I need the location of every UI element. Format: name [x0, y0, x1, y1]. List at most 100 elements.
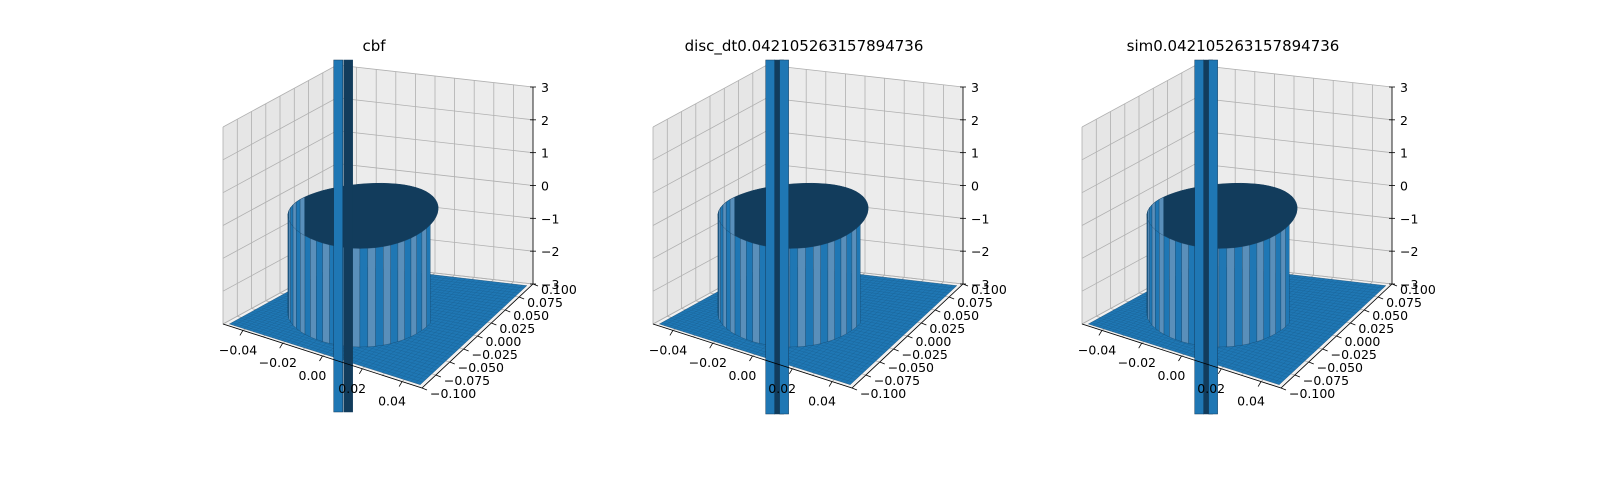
x-tick-label: 0.04	[1237, 394, 1265, 409]
y-tick-label: −0.050	[1317, 360, 1363, 375]
surface-wall-strip	[851, 228, 857, 331]
z-tick-label: 2	[971, 113, 979, 128]
surface-wall-strip	[718, 220, 721, 323]
z-tick-label: 1	[971, 146, 979, 161]
surface-spike	[343, 59, 353, 413]
y-tick-label: 0.100	[541, 282, 577, 297]
surface-wall-strip	[740, 238, 747, 340]
y-tick-label: 0.075	[1386, 295, 1422, 310]
surface-wall-strip	[1226, 247, 1235, 347]
y-tick-mark	[1294, 374, 1301, 378]
surface-wall-strip	[720, 223, 724, 326]
y-tick-mark	[879, 361, 885, 365]
surface-wall-strip	[404, 237, 412, 340]
surface-wall-strip	[416, 231, 423, 334]
surface-wall-strip	[397, 240, 405, 342]
z-tick-label: −2	[541, 244, 559, 259]
y-tick-label: 0.000	[486, 334, 522, 349]
x-tick-label: 0.02	[1197, 381, 1225, 396]
y-tick-mark	[1364, 309, 1370, 313]
mesh-line	[1240, 281, 1349, 373]
surface-wall-strip	[359, 248, 368, 348]
y-tick-mark	[435, 374, 442, 378]
surface-wall-strip	[1249, 242, 1258, 344]
mesh-line	[845, 284, 953, 384]
y-tick-label: 0.050	[513, 308, 549, 323]
surface-wall-strip	[304, 235, 311, 338]
surface-walls	[717, 196, 861, 348]
surface-wall-strip	[290, 223, 294, 326]
y-tick-mark	[865, 374, 872, 378]
surface-wall-strip	[834, 237, 842, 340]
mesh-line	[231, 322, 423, 383]
z-tick-label: 2	[1400, 113, 1408, 128]
mesh-line	[234, 320, 426, 380]
surface-wall-strip	[1155, 229, 1160, 332]
y-tick-mark	[893, 348, 899, 352]
surface-wall-strip	[840, 234, 847, 337]
surface-wall-strip	[310, 238, 317, 340]
surface-wall-strip	[797, 247, 806, 347]
x-tick-mark	[1098, 330, 1103, 336]
subplot-title: sim0.042105263157894736	[1127, 37, 1340, 55]
surface-wall-strip	[1159, 232, 1165, 335]
y-tick-mark	[1280, 387, 1287, 391]
surface-spike	[779, 59, 789, 415]
surface-wall-strip	[1269, 234, 1276, 337]
mesh-line	[667, 319, 859, 378]
y-tick-mark	[1322, 348, 1328, 352]
x-tick-label: −0.02	[689, 355, 727, 370]
surface-wall-strip	[367, 247, 376, 347]
mesh-line	[661, 322, 853, 383]
subplot-title: disc_dt0.042105263157894736	[685, 37, 924, 56]
x-tick-label: −0.02	[1118, 355, 1156, 370]
y-tick-label: −0.075	[1303, 373, 1349, 388]
surface-wall-strip	[383, 244, 391, 346]
y-tick-label: −0.075	[444, 373, 490, 388]
surface-wall-strip	[1280, 228, 1286, 331]
x-tick-mark	[1178, 355, 1182, 362]
z-tick-label: −1	[541, 211, 559, 226]
z-tick-label: 2	[541, 113, 549, 128]
surface-wall-strip	[827, 240, 835, 342]
surface-wall-strip	[813, 244, 821, 346]
z-tick-label: −2	[1400, 244, 1418, 259]
mesh-line	[1250, 282, 1358, 376]
x-tick-mark	[749, 355, 753, 362]
x-tick-mark	[1257, 381, 1262, 387]
mesh-line	[1255, 282, 1363, 378]
y-tick-label: 0.075	[527, 295, 563, 310]
x-tick-mark	[709, 342, 714, 349]
x-tick-label: −0.04	[1078, 342, 1116, 357]
y-tick-mark	[1350, 322, 1356, 326]
z-tick-label: −3	[971, 277, 989, 292]
surface-spikes	[1194, 59, 1218, 415]
x-tick-label: 0.00	[1158, 368, 1186, 383]
z-tick-label: −3	[541, 277, 559, 292]
surface-wall-strip	[1163, 235, 1170, 338]
z-tick-label: 1	[541, 146, 549, 161]
surface-wall-strip	[1218, 248, 1227, 348]
x-tick-mark	[398, 381, 403, 387]
z-tick-label: 1	[1400, 146, 1408, 161]
y-tick-mark	[1377, 296, 1384, 300]
mesh-line	[816, 281, 925, 375]
mesh-line	[401, 283, 509, 379]
x-tick-mark	[279, 342, 284, 349]
surface-wall-strip	[1285, 224, 1290, 328]
surface-wall-strip	[789, 248, 798, 348]
mesh-line	[840, 284, 948, 382]
z-tick-label: 3	[971, 80, 979, 95]
surface-wall-strip	[390, 242, 399, 344]
mesh-line	[396, 282, 504, 378]
surface-wall-strip	[288, 220, 291, 323]
surface-wall-strip	[752, 242, 760, 344]
mesh-line	[381, 281, 490, 373]
mesh-line	[1274, 284, 1382, 384]
z-tick-label: −2	[971, 244, 989, 259]
mesh-line	[1245, 281, 1354, 375]
surface-wall-strip	[300, 232, 306, 335]
y-tick-label: 0.025	[1358, 321, 1394, 336]
y-tick-mark	[421, 387, 428, 391]
